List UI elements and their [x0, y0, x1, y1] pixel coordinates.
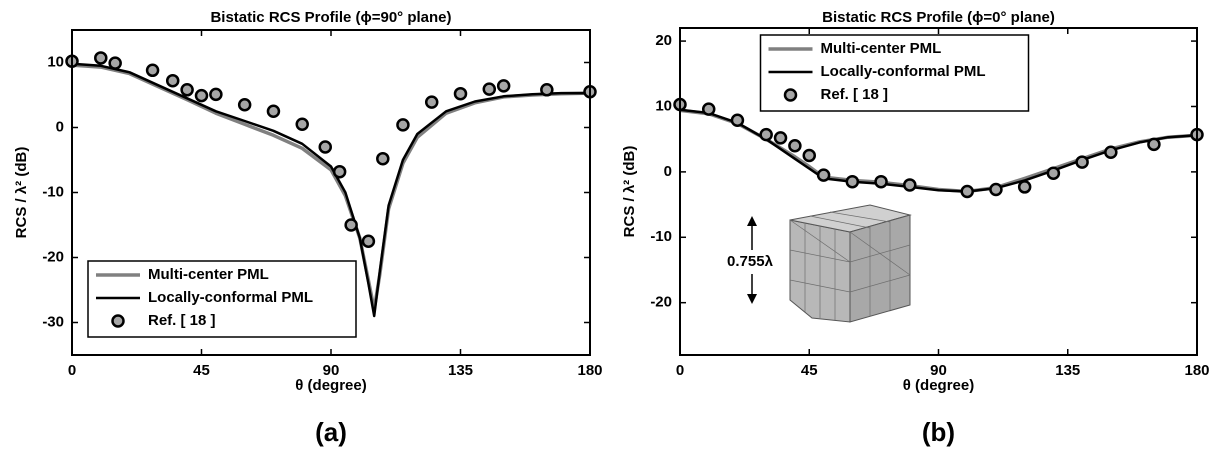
x-tick-label: 180	[577, 362, 602, 379]
y-tick-label: 0	[664, 163, 672, 180]
legend-label: Multi-center PML	[821, 40, 942, 57]
data-point	[847, 176, 858, 187]
data-point	[320, 142, 331, 153]
chart-title: Bistatic RCS Profile (ϕ=90° plane)	[210, 9, 451, 26]
y-tick-label: 10	[655, 97, 672, 114]
legend-marker	[785, 90, 796, 101]
x-tick-label: 90	[323, 362, 340, 379]
legend-label: Locally-conformal PML	[821, 63, 986, 80]
arrow-head	[747, 216, 757, 226]
arrow-head	[747, 294, 757, 304]
data-point	[1048, 168, 1059, 179]
data-point	[990, 184, 1001, 195]
legend-marker	[113, 316, 124, 327]
data-point	[239, 99, 250, 110]
y-tick-label: -20	[42, 248, 64, 265]
y-tick-label: 0	[56, 118, 64, 135]
y-tick-label: -10	[650, 228, 672, 245]
data-point	[196, 90, 207, 101]
data-point	[775, 132, 786, 143]
legend-label: Locally-conformal PML	[148, 289, 313, 306]
data-point	[761, 129, 772, 140]
legend-label: Ref. [ 18 ]	[821, 86, 889, 103]
data-point	[334, 166, 345, 177]
y-tick-label: -10	[42, 183, 64, 200]
data-point	[147, 65, 158, 76]
x-tick-label: 45	[801, 362, 818, 379]
y-tick-label: 10	[47, 53, 64, 70]
data-point	[455, 88, 466, 99]
data-point	[818, 170, 829, 181]
x-axis-label: θ (degree)	[903, 377, 974, 394]
y-axis-label: RCS / λ² (dB)	[13, 147, 30, 239]
x-tick-label: 90	[930, 362, 947, 379]
x-tick-label: 135	[1055, 362, 1080, 379]
data-point	[268, 106, 279, 117]
cube-inset	[790, 205, 910, 322]
data-point	[426, 97, 437, 108]
data-point	[167, 75, 178, 86]
data-point	[363, 236, 374, 247]
data-point	[1148, 139, 1159, 150]
x-tick-label: 0	[676, 362, 684, 379]
panel-label: (b)	[922, 417, 955, 447]
data-point	[498, 80, 509, 91]
x-tick-label: 180	[1184, 362, 1209, 379]
chart-title: Bistatic RCS Profile (ϕ=0° plane)	[822, 9, 1055, 26]
data-point	[346, 220, 357, 231]
data-point	[904, 179, 915, 190]
y-tick-label: -30	[42, 313, 64, 330]
annotation: 0.755λ	[727, 253, 774, 270]
data-point	[1019, 181, 1030, 192]
x-tick-label: 45	[193, 362, 210, 379]
legend-label: Ref. [ 18 ]	[148, 312, 216, 329]
data-point	[541, 84, 552, 95]
data-point	[1077, 157, 1088, 168]
y-axis-label: RCS / λ² (dB)	[621, 146, 638, 238]
data-point	[397, 119, 408, 130]
x-tick-label: 0	[68, 362, 76, 379]
x-axis-label: θ (degree)	[295, 377, 366, 394]
data-point	[182, 84, 193, 95]
data-point	[110, 58, 121, 69]
series-line	[680, 110, 1197, 191]
data-point	[297, 119, 308, 130]
y-tick-label: 20	[655, 32, 672, 49]
x-tick-label: 135	[448, 362, 473, 379]
data-point	[732, 115, 743, 126]
data-point	[703, 104, 714, 115]
data-point	[484, 84, 495, 95]
data-point	[210, 89, 221, 100]
figure: Bistatic RCS Profile (ϕ=90° plane) θ (deg…	[0, 0, 1220, 455]
data-point	[804, 150, 815, 161]
y-tick-label: -20	[650, 294, 672, 311]
data-point	[1105, 147, 1116, 158]
legend-label: Multi-center PML	[148, 266, 269, 283]
series-line	[680, 110, 1197, 192]
data-point	[789, 140, 800, 151]
panel-label: (a)	[315, 417, 347, 447]
data-point	[95, 52, 106, 63]
data-point	[377, 153, 388, 164]
data-point	[876, 176, 887, 187]
data-point	[962, 186, 973, 197]
